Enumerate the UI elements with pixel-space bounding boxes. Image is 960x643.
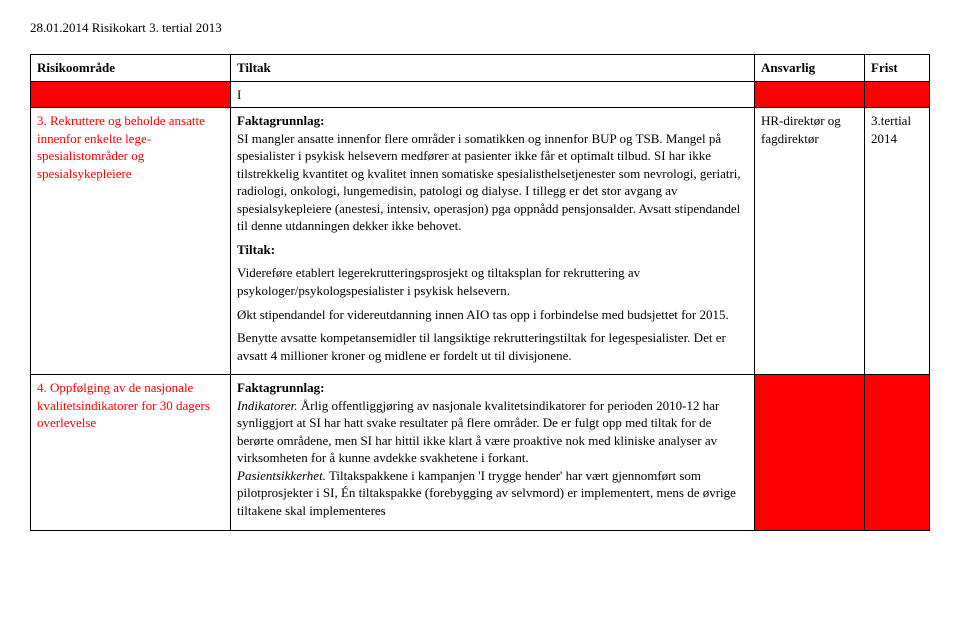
- pasient-label: Pasientsikkerhet.: [237, 468, 326, 483]
- indikator-text: Årlig offentliggjøring av nasjonale kval…: [237, 398, 719, 466]
- fakta-text: SI mangler ansatte innenfor flere område…: [237, 131, 741, 234]
- tiltak-p1: Videreføre etablert legerekrutteringspro…: [237, 264, 748, 299]
- red-cell: [865, 375, 930, 530]
- col-tiltak: Tiltak: [231, 55, 755, 82]
- col-risk: Risikoområde: [31, 55, 231, 82]
- table-header-row: Risikoområde Tiltak Ansvarlig Frist: [31, 55, 930, 82]
- row-title: Rekruttere og beholde ansatte innenfor e…: [37, 113, 205, 181]
- frist-cell-3: 3.tertial 2014: [865, 108, 930, 375]
- fakta-label: Faktagrunnlag:: [237, 113, 324, 128]
- risk-table: Risikoområde Tiltak Ansvarlig Frist I 3.…: [30, 54, 930, 531]
- page-header: 28.01.2014 Risikokart 3. tertial 2013: [30, 20, 930, 36]
- risk-cell-3: 3. Rekruttere og beholde ansatte innenfo…: [31, 108, 231, 375]
- red-cell: [31, 81, 231, 108]
- table-row: 4. Oppfølging av de nasjonale kvalitetsi…: [31, 375, 930, 530]
- col-frist: Frist: [865, 55, 930, 82]
- red-cell: [755, 81, 865, 108]
- row-num: 3.: [37, 113, 47, 128]
- ansvarlig-cell-3: HR-direktør og fagdirektør: [755, 108, 865, 375]
- tiltak-cell-3: Faktagrunnlag: SI mangler ansatte innenf…: [231, 108, 755, 375]
- row-title: Oppfølging av de nasjonale kvalitetsindi…: [37, 380, 210, 430]
- tiltak-label: Tiltak:: [237, 241, 748, 259]
- red-cell: [755, 375, 865, 530]
- tiltak-cell-4: Faktagrunnlag: Indikatorer. Årlig offent…: [231, 375, 755, 530]
- fakta-label: Faktagrunnlag:: [237, 380, 324, 395]
- table-row: 3. Rekruttere og beholde ansatte innenfo…: [31, 108, 930, 375]
- indikator-label: Indikatorer.: [237, 398, 298, 413]
- marker-row: I: [31, 81, 930, 108]
- marker-cell: I: [231, 81, 755, 108]
- risk-cell-4: 4. Oppfølging av de nasjonale kvalitetsi…: [31, 375, 231, 530]
- row-num: 4.: [37, 380, 47, 395]
- tiltak-p2: Økt stipendandel for videreutdanning inn…: [237, 306, 748, 324]
- tiltak-p3: Benytte avsatte kompetansemidler til lan…: [237, 329, 748, 364]
- red-cell: [865, 81, 930, 108]
- col-ansvarlig: Ansvarlig: [755, 55, 865, 82]
